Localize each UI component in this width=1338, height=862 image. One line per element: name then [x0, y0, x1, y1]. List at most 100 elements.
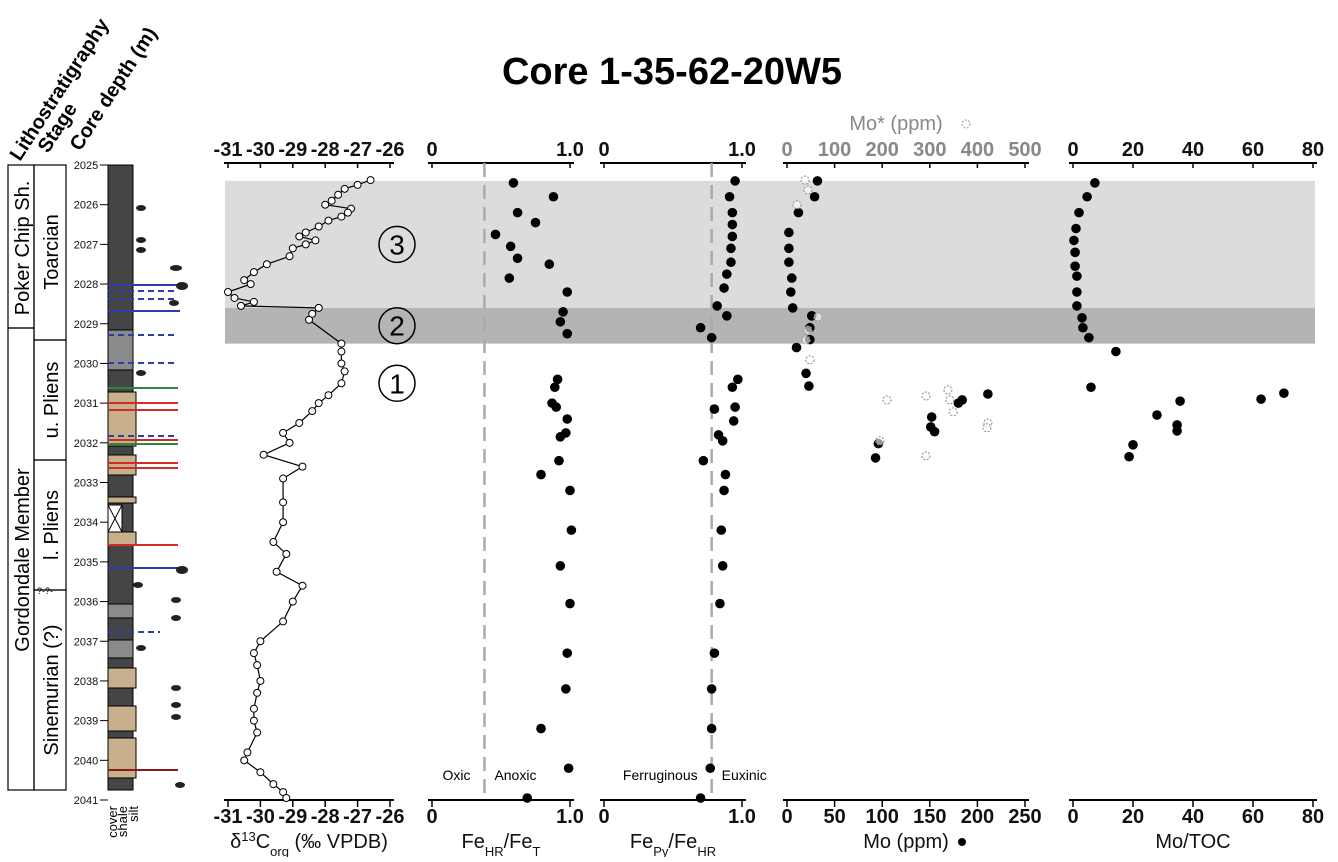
data-point — [926, 412, 937, 422]
data-point — [562, 648, 573, 658]
depth-tick-label: 2037 — [74, 636, 98, 648]
tick-label: 300 — [913, 139, 946, 161]
data-point — [1074, 207, 1084, 218]
depth-tick-label: 2035 — [74, 557, 98, 569]
tick-label: -28 — [311, 139, 340, 161]
data-point — [256, 637, 265, 646]
data-point — [726, 257, 736, 268]
zone-label: 3 — [389, 229, 405, 260]
data-point — [715, 598, 725, 609]
depth-tick-label: 2030 — [74, 358, 98, 370]
data-point — [1069, 235, 1079, 246]
data-point — [724, 191, 735, 202]
data-point — [705, 763, 716, 774]
data-point — [282, 794, 291, 803]
data-point — [343, 208, 352, 217]
axis-label-part: T — [533, 844, 541, 858]
data-point — [716, 525, 727, 535]
axis-label-part: C — [256, 831, 270, 853]
data-point — [722, 311, 732, 321]
tick-label: 1.0 — [728, 806, 756, 828]
data-point — [695, 322, 706, 333]
data-point — [522, 793, 533, 803]
data-point — [1082, 191, 1092, 202]
threshold-label: Ferruginous — [623, 767, 698, 783]
data-point — [801, 368, 811, 379]
data-point — [279, 428, 288, 437]
data-point — [240, 756, 249, 765]
tick-label: -31 — [214, 139, 243, 161]
data-point — [249, 268, 258, 277]
data-point — [285, 438, 294, 447]
depth-tick-label: 2040 — [74, 755, 98, 767]
data-point — [709, 648, 720, 658]
tick-label: 0 — [598, 139, 609, 161]
data-point — [324, 216, 333, 225]
series-line — [226, 179, 371, 799]
stage-label: Toarcian — [41, 214, 63, 290]
data-point — [279, 617, 288, 626]
depth-tick-label: 2034 — [74, 517, 98, 529]
data-point — [536, 723, 546, 734]
tick-label: 250 — [1008, 806, 1041, 828]
data-point — [791, 342, 802, 353]
data-point — [706, 684, 717, 694]
data-point — [706, 332, 717, 343]
depth-tick-label: 2029 — [74, 319, 98, 331]
tick-label: 1.0 — [728, 139, 756, 161]
data-point — [695, 793, 706, 803]
axis-label-part: Py — [653, 844, 669, 858]
data-point — [730, 402, 740, 412]
data-point — [249, 716, 258, 725]
data-point — [253, 688, 262, 697]
threshold-label: Oxic — [442, 767, 470, 783]
zone-circle — [378, 364, 416, 403]
tick-label: -30 — [246, 139, 275, 161]
legend-symbol — [958, 838, 966, 846]
tick-label: 0 — [426, 139, 437, 161]
boundary-marker: ?-?- — [37, 586, 53, 596]
data-point — [882, 395, 892, 405]
stage-label: l. Pliens — [41, 490, 63, 560]
axis-label-part: Fe — [630, 831, 653, 853]
stage-label: u. Pliens — [41, 362, 63, 439]
depth-tick-label: 2031 — [74, 398, 98, 410]
depth-tick-label: 2027 — [74, 239, 98, 251]
data-point — [298, 581, 307, 590]
data-point — [272, 567, 281, 576]
data-point — [929, 426, 940, 437]
data-point — [505, 241, 516, 252]
data-point — [512, 253, 523, 264]
axis-label-part: (‰ VPDB) — [289, 831, 388, 853]
data-point — [1175, 396, 1185, 406]
data-point — [253, 661, 262, 670]
data-point — [803, 325, 813, 335]
axis-label: Mo/TOC — [1155, 831, 1230, 853]
data-point — [301, 228, 310, 237]
data-point — [249, 649, 258, 658]
data-point — [298, 462, 307, 471]
data-point — [801, 335, 811, 345]
data-point — [366, 176, 375, 185]
data-point — [812, 176, 823, 186]
data-point — [249, 704, 258, 713]
data-point — [308, 309, 317, 318]
tick-label: -30 — [246, 806, 275, 828]
data-point — [504, 273, 515, 283]
data-point — [305, 315, 313, 324]
threshold-label: Anoxic — [494, 767, 536, 783]
data-point — [558, 307, 568, 317]
lithostrat-label: Poker Chip Sh. — [12, 181, 34, 316]
data-point — [288, 244, 297, 253]
data-point — [870, 453, 881, 463]
tick-label: 20 — [1122, 139, 1144, 161]
tick-label: 0 — [1067, 806, 1078, 828]
data-point — [565, 598, 575, 609]
tick-label: 40 — [1182, 139, 1204, 161]
data-point — [562, 328, 573, 339]
data-point — [269, 538, 278, 547]
depth-tick-label: 2032 — [74, 438, 98, 450]
tick-label: 40 — [1182, 806, 1204, 828]
data-point — [803, 185, 813, 195]
data-point — [555, 561, 566, 571]
